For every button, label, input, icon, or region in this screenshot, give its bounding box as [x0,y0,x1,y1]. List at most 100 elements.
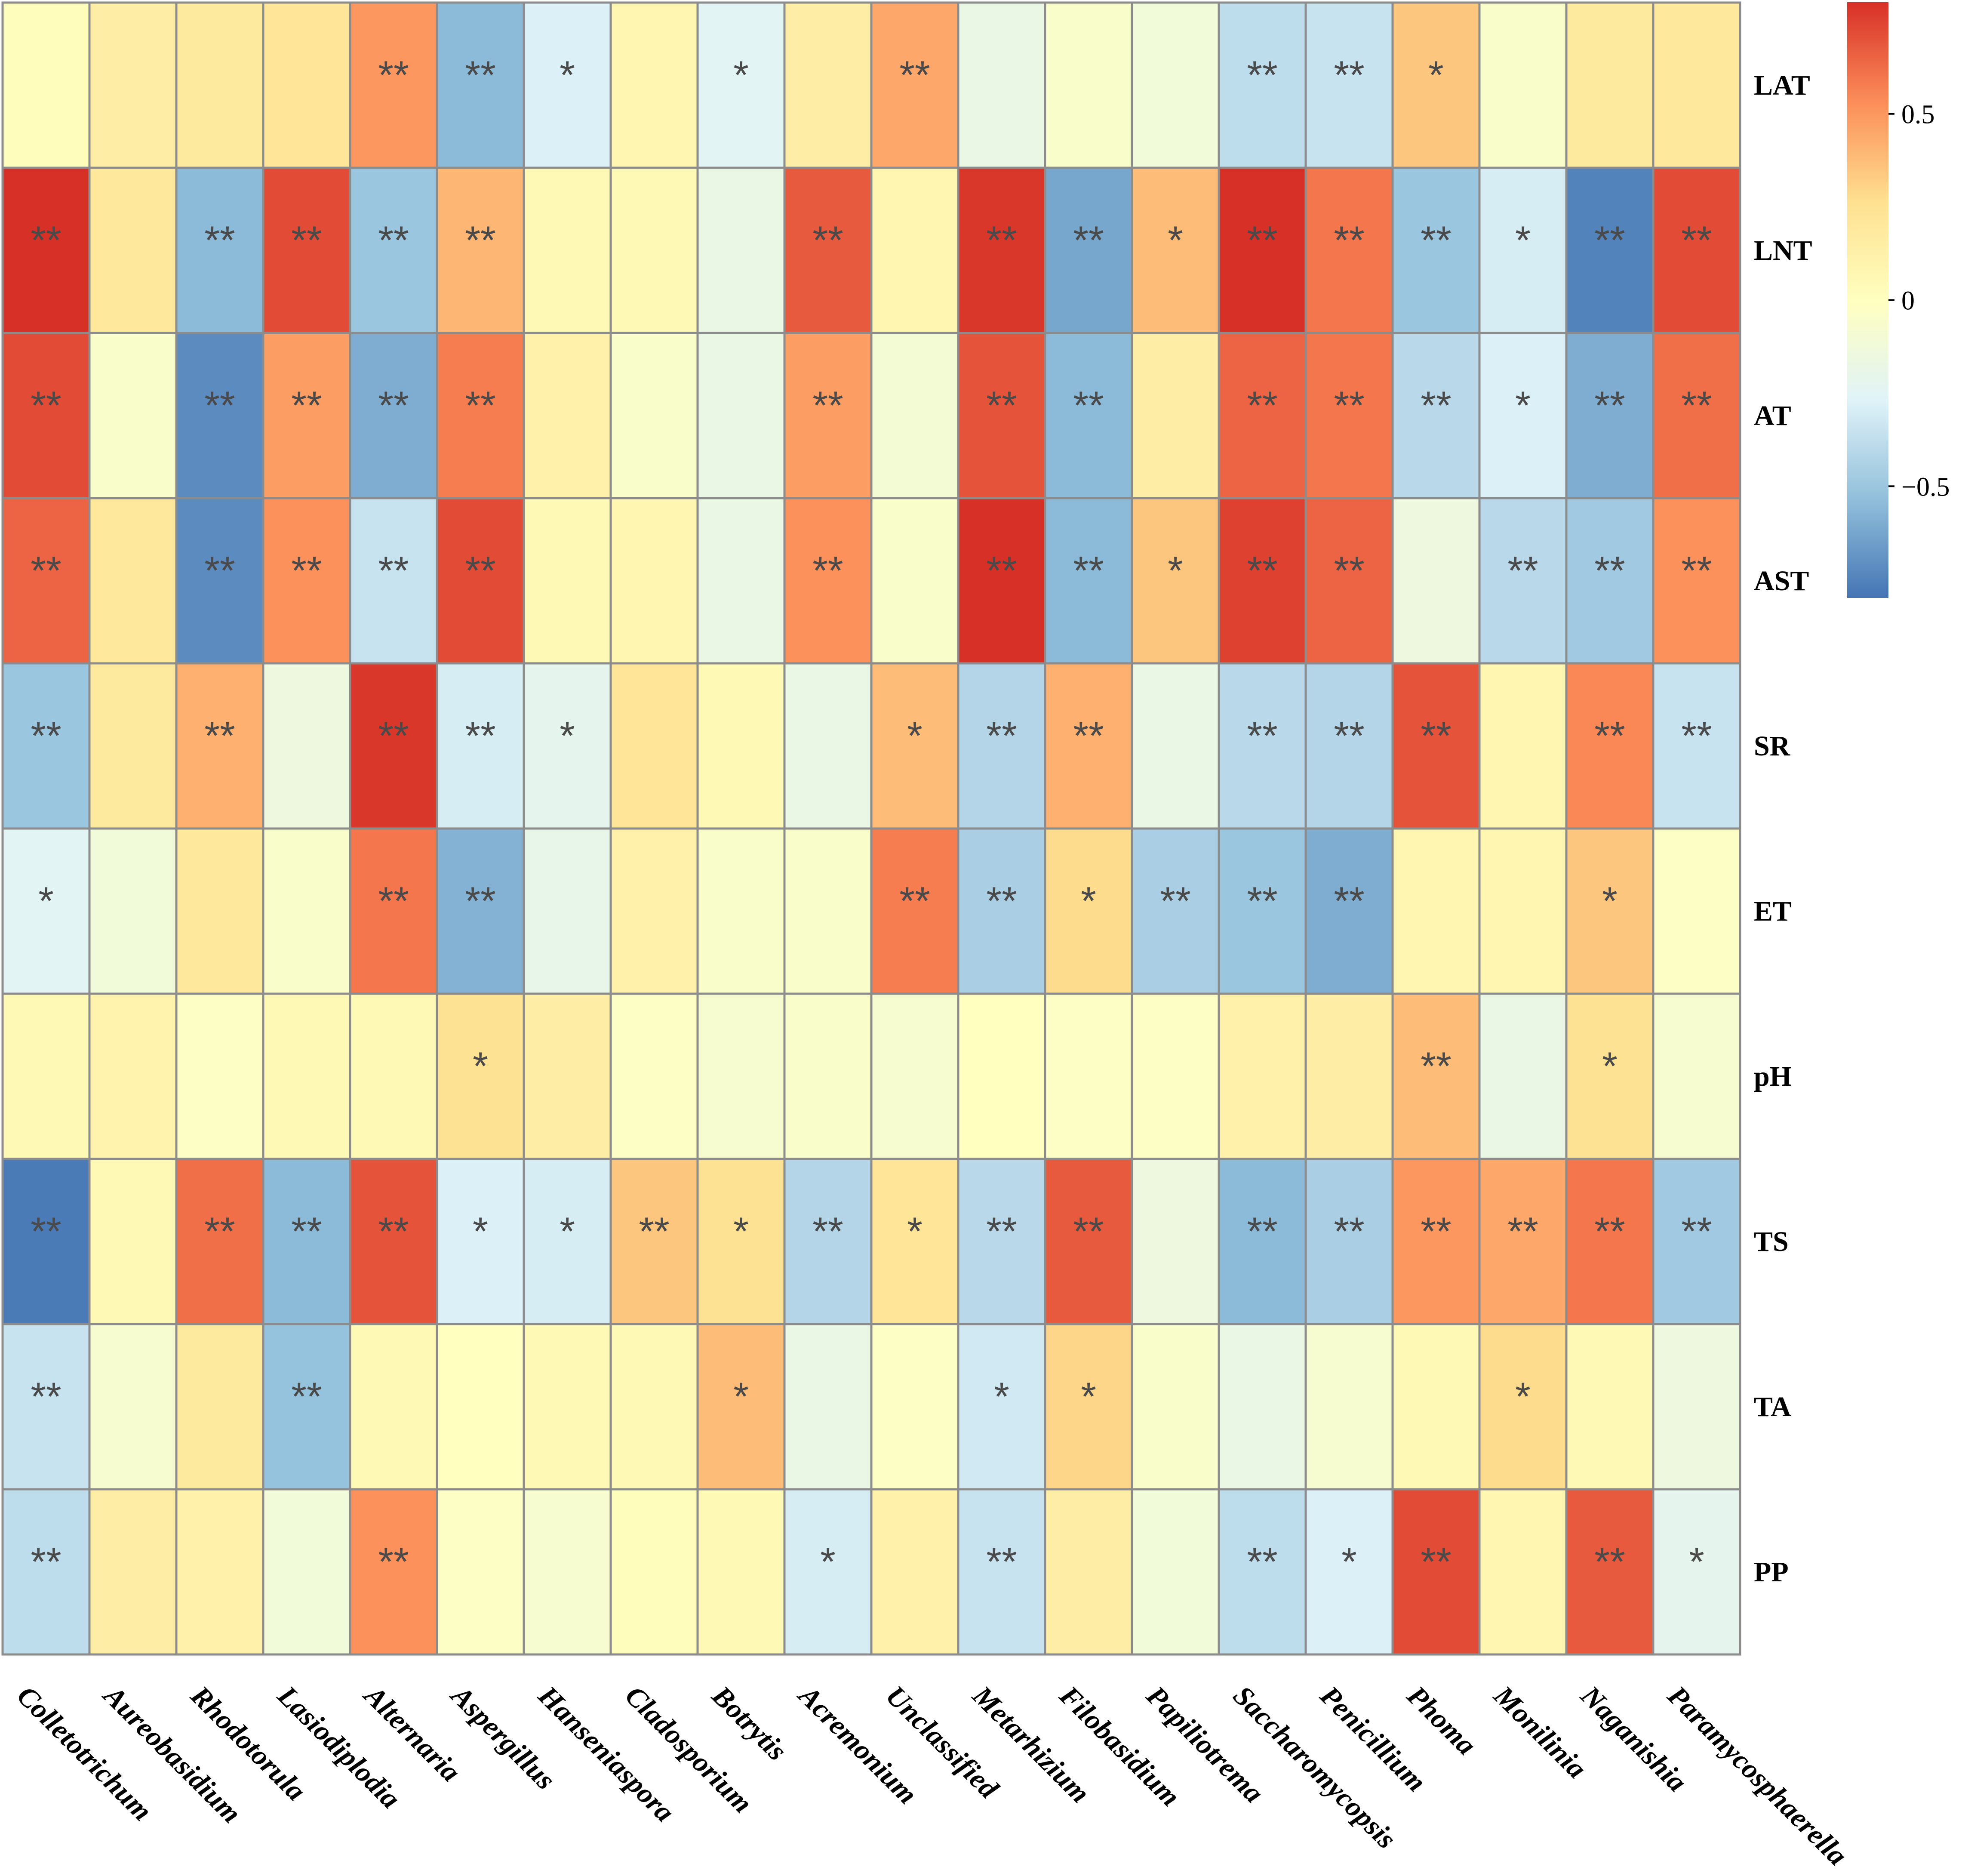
significance-mark: ** [291,1210,322,1254]
heatmap-cell-ph-metarhizium [957,992,1046,1160]
heatmap-cell-ts-aureobasidium [88,1158,178,1325]
significance-mark: ** [378,1210,409,1254]
significance-mark: * [560,714,575,758]
heatmap-cell-sr-alternaria [349,662,438,830]
significance-mark: * [1602,879,1618,923]
significance-mark: ** [1073,549,1104,593]
heatmap-cell-ts-alternaria [349,1158,438,1325]
heatmap-cell-ph-lasiodiplodia [262,992,351,1160]
heatmap-cell-at-alternaria [349,332,438,499]
heatmap-cell-lat-filobasidium [1044,1,1133,169]
heatmap-cell-lat-alternaria [349,1,438,169]
row-label-sr: SR [1754,730,1791,762]
significance-mark: ** [204,549,235,593]
significance-mark: ** [291,1375,322,1419]
significance-mark: ** [1160,879,1191,923]
significance-mark: ** [986,714,1017,758]
significance-mark: ** [465,384,496,428]
heatmap-cell-at-hanseniaspora [523,332,612,499]
heatmap-cell-lat-saccharomycopsis [1218,1,1307,169]
significance-mark: ** [291,549,322,593]
heatmap-cell-at-unclassified [870,332,959,499]
significance-mark: ** [812,549,843,593]
heatmap-cell-ph-phoma [1391,992,1481,1160]
significance-mark: ** [1247,219,1278,262]
heatmap-cell-sr-aureobasidium [88,662,178,830]
significance-mark: * [560,1210,575,1254]
heatmap-cell-ast-naganishia [1565,497,1654,665]
heatmap-cell-ast-botrytis [696,497,786,665]
heatmap-cell-lnt-cladosporium [609,166,699,334]
significance-mark: * [820,1540,836,1584]
heatmap-cell-ts-filobasidium [1044,1158,1133,1325]
heatmap-cell-sr-paramycosphaerella [1652,662,1741,830]
heatmap-cell-lnt-alternaria [349,166,438,334]
heatmap-cell-et-alternaria [349,827,438,995]
significance-mark: ** [1334,53,1365,97]
heatmap-cell-ta-penicillium [1304,1323,1394,1491]
significance-mark: ** [204,1210,235,1254]
heatmap-cell-at-aureobasidium [88,332,178,499]
heatmap-cell-ta-alternaria [349,1323,438,1491]
significance-mark: * [1515,1375,1531,1419]
heatmap-cell-pp-papiliotrema [1131,1488,1220,1656]
colorbar-ticks: 0.5 0 −0.5 [1888,100,1950,502]
heatmap-cell-et-rhodotorula [175,827,264,995]
column-label-phoma: Phoma [1401,1679,1482,1761]
heatmap-cell-ts-botrytis [696,1158,786,1325]
heatmap-cell-ts-papiliotrema [1131,1158,1220,1325]
heatmap-cell-et-hanseniaspora [523,827,612,995]
row-label-ast: AST [1754,565,1809,597]
heatmap-cell-ph-colletotrichum [1,992,91,1160]
significance-mark: ** [291,219,322,262]
heatmap-cell-lnt-penicillium [1304,166,1394,334]
heatmap-cell-ts-paramycosphaerella [1652,1158,1741,1325]
significance-mark: ** [1247,879,1278,923]
significance-mark: ** [1681,714,1712,758]
significance-mark: * [473,1044,488,1088]
significance-mark: ** [899,879,930,923]
significance-mark: ** [986,219,1017,262]
heatmap-cell-at-naganishia [1565,332,1654,499]
heatmap-cell-at-paramycosphaerella [1652,332,1741,499]
heatmap-cell-sr-filobasidium [1044,662,1133,830]
heatmap-cell-ast-rhodotorula [175,497,264,665]
significance-mark: * [560,53,575,97]
heatmap-cell-ta-saccharomycopsis [1218,1323,1307,1491]
heatmap-cell-ast-papiliotrema [1131,497,1220,665]
heatmap-cell-pp-rhodotorula [175,1488,264,1656]
significance-mark: ** [812,1210,843,1254]
significance-mark: ** [986,1540,1017,1584]
significance-mark: ** [31,714,62,758]
significance-mark: ** [1681,219,1712,262]
heatmap-cell-at-papiliotrema [1131,332,1220,499]
row-label-at: AT [1754,400,1791,431]
heatmap-cell-et-paramycosphaerella [1652,827,1741,995]
heatmap-cell-pp-colletotrichum [1,1488,91,1656]
significance-mark: ** [31,549,62,593]
heatmap-cell-et-naganishia [1565,827,1654,995]
heatmap-cell-et-aureobasidium [88,827,178,995]
heatmap-cell-et-lasiodiplodia [262,827,351,995]
heatmap-cell-ast-phoma [1391,497,1481,665]
significance-mark: ** [31,1540,62,1584]
heatmap-cell-at-aspergillus [436,332,525,499]
significance-mark: ** [465,53,496,97]
significance-mark: ** [465,714,496,758]
heatmap-cell-pp-unclassified [870,1488,959,1656]
significance-mark: * [1689,1540,1704,1584]
heatmap-cell-ast-hanseniaspora [523,497,612,665]
significance-mark: * [1081,1375,1096,1419]
significance-marks: ** ** * * ** ** ** *** ** ** ** ** ** ** ** * ** ** ** * ** *… [31,53,1712,1584]
significance-mark: * [1602,1044,1618,1088]
heatmap-cell-ast-paramycosphaerella [1652,497,1741,665]
heatmap-cell-lat-naganishia [1565,1,1654,169]
heatmap-cell-ta-colletotrichum [1,1323,91,1491]
significance-mark: ** [1334,384,1365,428]
heatmap-cell-ts-hanseniaspora [523,1158,612,1325]
heatmap-cell-sr-acremonium [783,662,873,830]
significance-mark: ** [1421,1210,1452,1254]
heatmap-cell-ph-alternaria [349,992,438,1160]
significance-mark: ** [1073,384,1104,428]
